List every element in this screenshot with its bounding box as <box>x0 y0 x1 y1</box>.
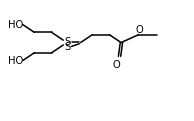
Text: S: S <box>65 42 71 52</box>
Text: O: O <box>112 60 120 70</box>
Text: HO: HO <box>8 56 24 65</box>
Text: S: S <box>65 37 71 47</box>
Text: O: O <box>135 25 143 35</box>
Text: HO: HO <box>8 20 24 30</box>
